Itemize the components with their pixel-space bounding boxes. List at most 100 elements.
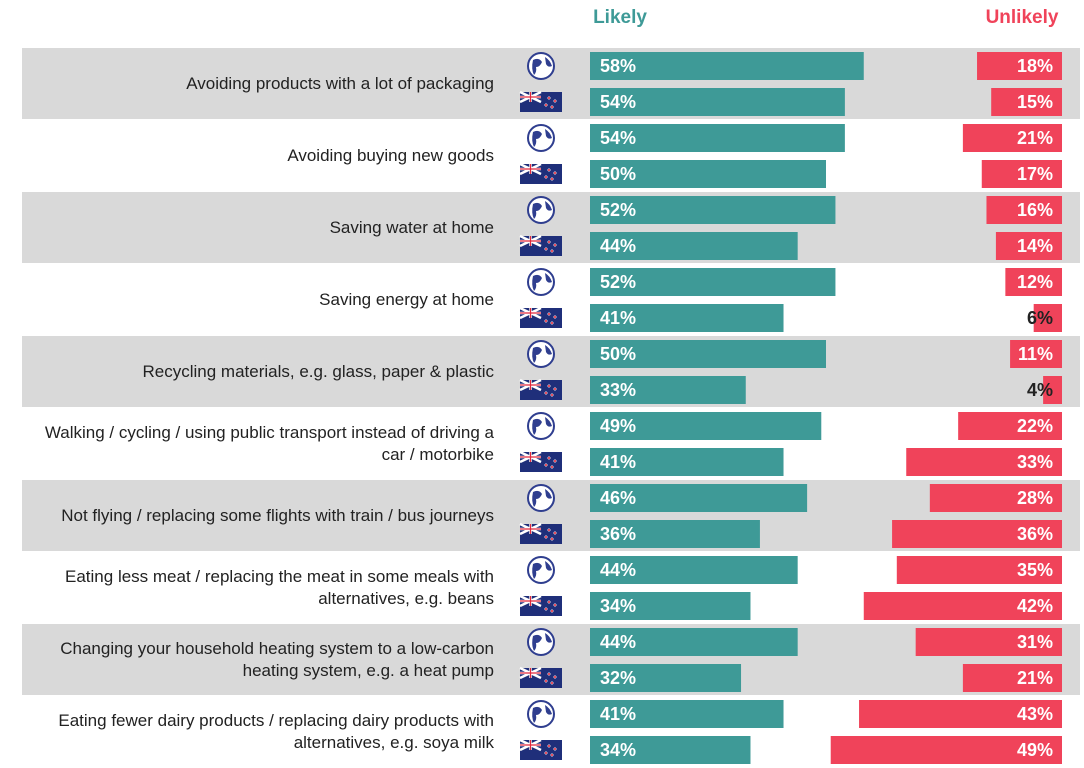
value-label: 44% <box>600 236 636 256</box>
value-label: 12% <box>1017 272 1053 292</box>
flag-star <box>547 168 551 172</box>
bar <box>590 448 784 476</box>
flag-star <box>544 607 548 611</box>
value-label: 46% <box>600 488 636 508</box>
flag-cross-red <box>520 236 541 246</box>
bar <box>991 88 1062 116</box>
globe-icon <box>527 124 555 152</box>
bar <box>590 268 836 296</box>
bar <box>859 700 1062 728</box>
flag-star <box>550 321 554 325</box>
globe-land <box>532 345 552 363</box>
flag-star <box>550 609 554 613</box>
bar <box>1033 304 1062 332</box>
globe-icon <box>527 484 555 512</box>
bar <box>590 628 798 656</box>
value-label: 35% <box>1017 560 1053 580</box>
flag-star <box>547 96 551 100</box>
bar <box>896 556 1062 584</box>
category-label: Recycling materials, e.g. glass, paper &… <box>142 362 495 381</box>
flag-cross-red <box>520 92 541 102</box>
category-label: Walking / cycling / using public transpo… <box>44 423 494 464</box>
bar <box>590 412 822 440</box>
category-label: Avoiding products with a lot of packagin… <box>186 74 494 93</box>
bar <box>590 592 751 620</box>
flag-cross-red <box>520 668 541 678</box>
flag-star <box>550 537 554 541</box>
globe-icon <box>527 556 555 584</box>
globe-icon <box>527 340 555 368</box>
bar <box>590 700 784 728</box>
flag-star <box>553 603 557 607</box>
flag-star <box>547 744 551 748</box>
bar <box>1010 340 1062 368</box>
flag-cross-red <box>520 452 541 462</box>
category-label: Saving water at home <box>329 218 494 237</box>
value-label: 34% <box>600 596 636 616</box>
bar <box>915 628 1062 656</box>
flag-star <box>544 679 548 683</box>
flag-icon <box>519 162 562 184</box>
flag-star <box>553 315 557 319</box>
flag-cross-red <box>520 308 541 318</box>
value-label: 44% <box>600 560 636 580</box>
flag-star <box>553 675 557 679</box>
flag-cross-red <box>520 740 541 750</box>
bar <box>830 736 1062 764</box>
value-label: 44% <box>600 632 636 652</box>
globe-land <box>532 633 552 651</box>
value-label: 11% <box>1018 344 1053 364</box>
bar <box>590 88 845 116</box>
globe-land <box>532 417 552 435</box>
bar <box>981 160 1062 188</box>
flag-star <box>553 387 557 391</box>
flag-star <box>553 531 557 535</box>
bar <box>590 664 742 692</box>
bar <box>958 412 1062 440</box>
value-label: 36% <box>1017 524 1053 544</box>
column-header: Likely <box>593 7 647 28</box>
bar <box>962 664 1062 692</box>
bar <box>906 448 1062 476</box>
column-header: Unlikely <box>986 7 1059 28</box>
globe-land <box>532 201 552 219</box>
value-label: 36% <box>600 524 636 544</box>
value-label: 17% <box>1017 164 1053 184</box>
bar <box>590 376 746 404</box>
bar <box>590 52 864 80</box>
flag-icon <box>519 450 562 472</box>
bar <box>962 124 1062 152</box>
flag-star <box>547 384 551 388</box>
value-label: 33% <box>600 380 636 400</box>
flag-star <box>547 528 551 532</box>
globe-icon <box>527 52 555 80</box>
flag-star <box>550 177 554 181</box>
value-label: 33% <box>1017 452 1053 472</box>
flag-star <box>544 247 548 251</box>
flag-icon <box>519 306 562 328</box>
flag-star <box>544 391 548 395</box>
bar <box>590 736 751 764</box>
bar <box>590 340 826 368</box>
value-label: 31% <box>1017 632 1053 652</box>
flag-cross-red <box>520 164 541 174</box>
flag-cross-red <box>520 596 541 606</box>
flag-star <box>547 456 551 460</box>
bar <box>863 592 1062 620</box>
value-label: 52% <box>600 272 636 292</box>
bar <box>1005 268 1062 296</box>
globe-land <box>532 273 552 291</box>
value-label: 14% <box>1017 236 1053 256</box>
globe-icon <box>527 700 555 728</box>
globe-land <box>532 129 552 147</box>
globe-land <box>532 561 552 579</box>
value-label: 22% <box>1017 416 1053 436</box>
value-label: 52% <box>600 200 636 220</box>
flag-star <box>550 681 554 685</box>
flag-star <box>544 535 548 539</box>
value-label: 16% <box>1017 200 1053 220</box>
flag-icon <box>519 738 562 760</box>
bar <box>590 232 798 260</box>
value-label: 28% <box>1017 488 1053 508</box>
